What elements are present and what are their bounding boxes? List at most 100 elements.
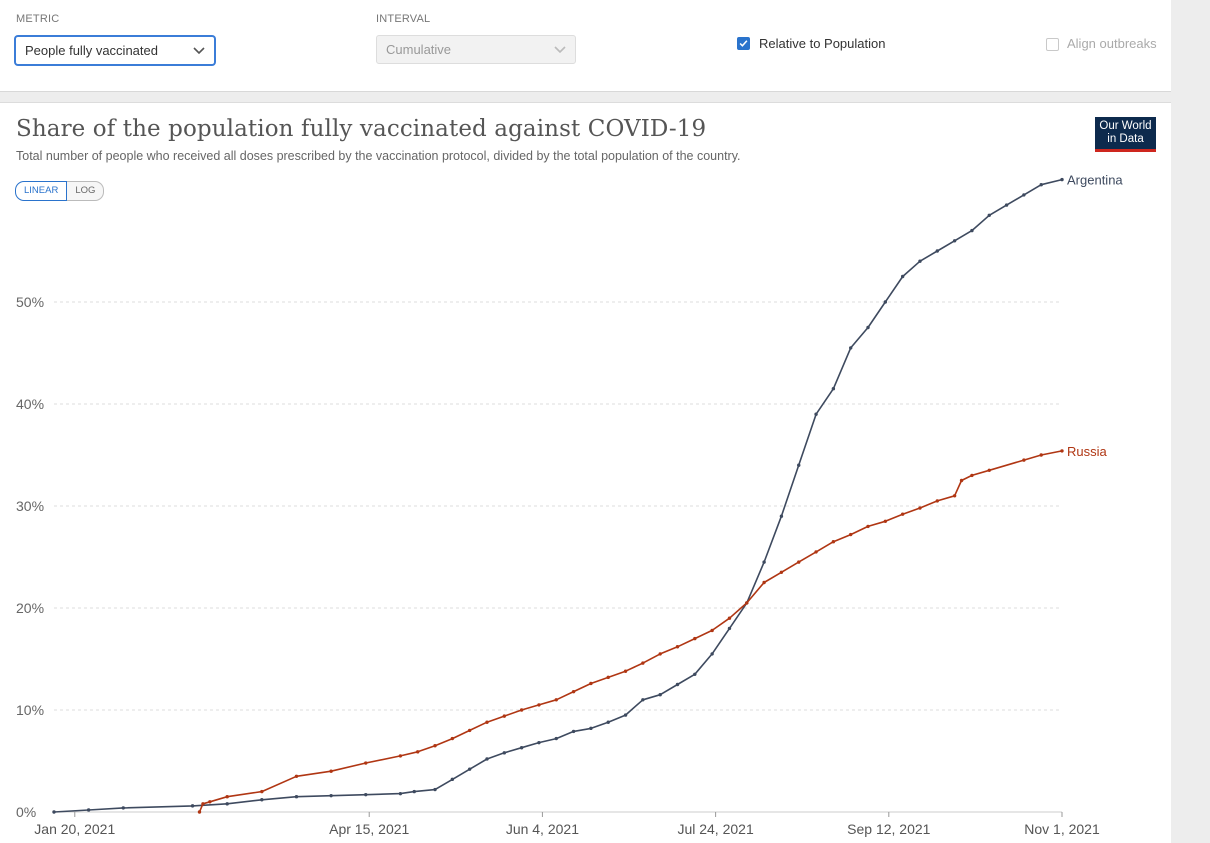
x-tick-label: Jan 20, 2021 <box>34 821 115 837</box>
data-point-argentina <box>398 791 403 796</box>
data-point-argentina <box>710 652 714 656</box>
x-tick-label: Sep 12, 2021 <box>847 821 931 837</box>
data-point-argentina <box>190 804 195 808</box>
data-point-argentina <box>779 514 784 518</box>
data-point-russia <box>970 473 974 478</box>
data-point-russia <box>554 698 558 702</box>
data-point-russia <box>959 478 964 483</box>
y-tick-label: 20% <box>16 600 44 616</box>
data-point-russia <box>675 645 680 649</box>
data-point-russia <box>364 761 368 765</box>
align-outbreaks-label: Align outbreaks <box>1067 36 1157 51</box>
scale-toggle: LINEAR LOG <box>15 181 105 201</box>
data-point-argentina <box>952 239 957 243</box>
data-point-russia <box>623 669 628 673</box>
data-point-russia <box>197 810 202 814</box>
data-point-argentina <box>294 795 299 799</box>
data-point-russia <box>745 601 749 605</box>
data-point-argentina <box>52 810 56 814</box>
data-point-russia <box>831 540 836 544</box>
logo-line1: Our World <box>1099 120 1152 132</box>
series-label-argentina[interactable]: Argentina <box>1067 173 1123 188</box>
chevron-down-icon <box>193 47 205 55</box>
data-point-russia <box>641 661 645 665</box>
data-point-argentina <box>121 806 125 810</box>
data-point-russia <box>987 468 991 472</box>
x-tick-label: Nov 1, 2021 <box>1024 821 1100 837</box>
data-point-argentina <box>86 808 91 812</box>
interval-select[interactable]: Cumulative <box>376 35 576 64</box>
data-point-russia <box>658 652 662 656</box>
data-point-argentina <box>485 757 489 761</box>
metric-select-value: People fully vaccinated <box>25 43 158 58</box>
data-point-argentina <box>502 751 507 755</box>
data-point-russia <box>467 728 472 733</box>
data-point-russia <box>900 512 905 516</box>
interval-select-value: Cumulative <box>386 42 452 57</box>
data-point-russia <box>502 714 507 718</box>
data-point-argentina <box>675 682 680 687</box>
data-point-argentina <box>831 387 836 391</box>
data-point-russia <box>208 800 212 804</box>
relative-to-population-checkbox[interactable] <box>737 37 750 50</box>
data-point-russia <box>519 708 524 712</box>
data-point-russia <box>398 754 403 758</box>
data-point-argentina <box>571 729 576 734</box>
data-point-argentina <box>329 793 333 798</box>
data-point-argentina <box>589 726 593 731</box>
data-point-argentina <box>1039 183 1043 187</box>
interval-label: INTERVAL <box>376 13 431 25</box>
data-point-argentina <box>606 720 610 724</box>
data-point-russia <box>485 720 489 724</box>
data-point-russia <box>225 795 229 799</box>
data-point-russia <box>201 802 205 806</box>
data-point-russia <box>866 524 870 529</box>
data-point-argentina <box>623 713 628 717</box>
data-point-argentina <box>727 626 732 631</box>
series-label-russia[interactable]: Russia <box>1067 444 1108 459</box>
data-point-russia <box>693 636 697 641</box>
y-tick-label: 40% <box>16 396 44 412</box>
data-point-argentina <box>364 792 368 797</box>
chart-card <box>0 102 1171 843</box>
data-point-argentina <box>412 789 416 794</box>
data-point-argentina <box>693 672 697 676</box>
chevron-down-icon <box>554 46 566 54</box>
metric-select[interactable]: People fully vaccinated <box>15 36 215 65</box>
data-point-argentina <box>1004 203 1009 207</box>
data-point-russia <box>1039 453 1043 457</box>
data-point-argentina <box>658 693 662 697</box>
data-point-argentina <box>918 259 922 263</box>
data-point-argentina <box>866 325 870 330</box>
data-point-russia <box>571 689 576 694</box>
data-point-argentina <box>641 698 645 702</box>
data-point-russia <box>606 675 610 680</box>
data-point-argentina <box>797 463 801 467</box>
series-line-russia[interactable] <box>198 450 1063 813</box>
data-point-argentina <box>883 300 888 304</box>
y-tick-label: 0% <box>16 804 36 820</box>
log-scale-button[interactable]: LOG <box>67 181 105 201</box>
align-outbreaks-checkbox[interactable] <box>1046 38 1059 51</box>
data-point-russia <box>779 570 784 574</box>
data-point-argentina <box>849 346 853 350</box>
y-axis: 0% 10% 20% 30% 40% 50% <box>16 294 44 820</box>
owid-logo[interactable]: Our World in Data <box>1095 117 1156 152</box>
data-point-russia <box>762 580 766 585</box>
check-icon <box>739 40 748 47</box>
data-point-russia <box>849 532 853 537</box>
data-point-russia <box>814 550 818 554</box>
data-point-argentina <box>467 767 472 771</box>
data-point-argentina <box>260 798 264 802</box>
series-group: Argentina Russia <box>52 173 1123 814</box>
data-point-russia <box>260 789 264 794</box>
chart-title: Share of the population fully vaccinated… <box>16 116 707 142</box>
x-tick-label: Jun 4, 2021 <box>506 821 579 837</box>
data-point-argentina <box>450 777 455 782</box>
linear-scale-button[interactable]: LINEAR <box>15 181 68 201</box>
series-line-argentina[interactable] <box>53 178 1063 813</box>
data-point-russia <box>294 774 299 778</box>
data-point-argentina <box>762 560 766 564</box>
data-point-argentina <box>433 787 437 792</box>
data-point-russia <box>727 616 732 620</box>
